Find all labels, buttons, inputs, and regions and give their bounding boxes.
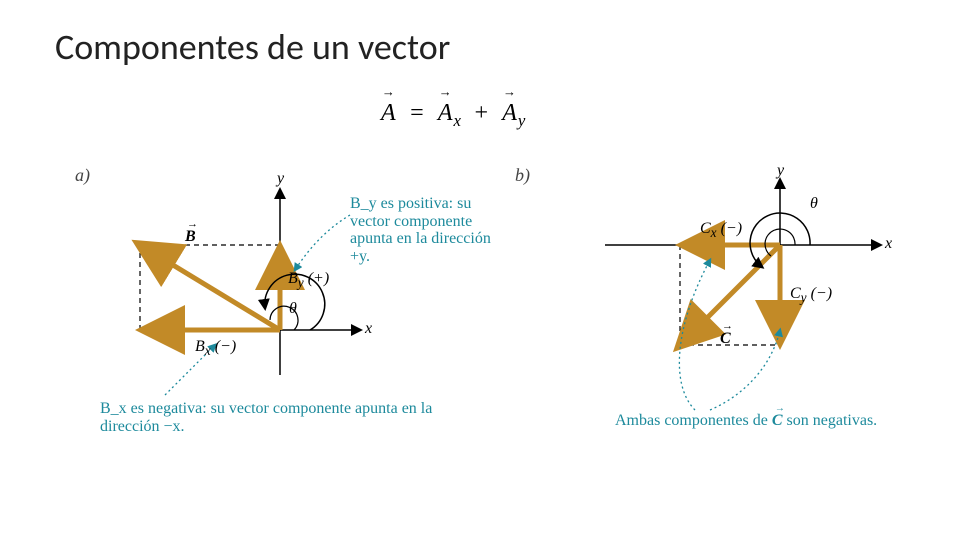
vector-equation: →A = →Ax + →Ay: [380, 100, 525, 131]
cy-minus-label: Cy (−): [790, 285, 832, 306]
theta-a-label: θ: [289, 300, 297, 318]
page-title: Componentes de un vector: [55, 25, 450, 69]
theta-b-label: θ: [810, 195, 818, 213]
panel-a: a): [70, 160, 510, 470]
cx-minus-label: Cx (−): [700, 220, 742, 241]
panel-b: b) y: [510, 160, 950, 470]
bx-minus-label: Bx (−): [195, 338, 236, 359]
panel-a-note-bx: B_x es negativa: su vector componente ap…: [100, 400, 440, 435]
axis-y-label: y: [277, 170, 284, 188]
by-plus-label: By (+): [288, 270, 329, 291]
panel-a-note-by: B_y es positiva: su vector componente ap…: [350, 195, 510, 265]
slide: Componentes de un vector →A = →Ax + →Ay …: [0, 0, 960, 540]
c-vector-label: →C: [720, 330, 731, 348]
axis-x-label-b: x: [885, 235, 892, 253]
axis-y-label-b: y: [777, 162, 784, 180]
panel-b-note: Ambas componentes de →C son negativas.: [615, 412, 945, 430]
axis-x-label: x: [365, 320, 372, 338]
b-vector-label: →B: [185, 228, 196, 246]
